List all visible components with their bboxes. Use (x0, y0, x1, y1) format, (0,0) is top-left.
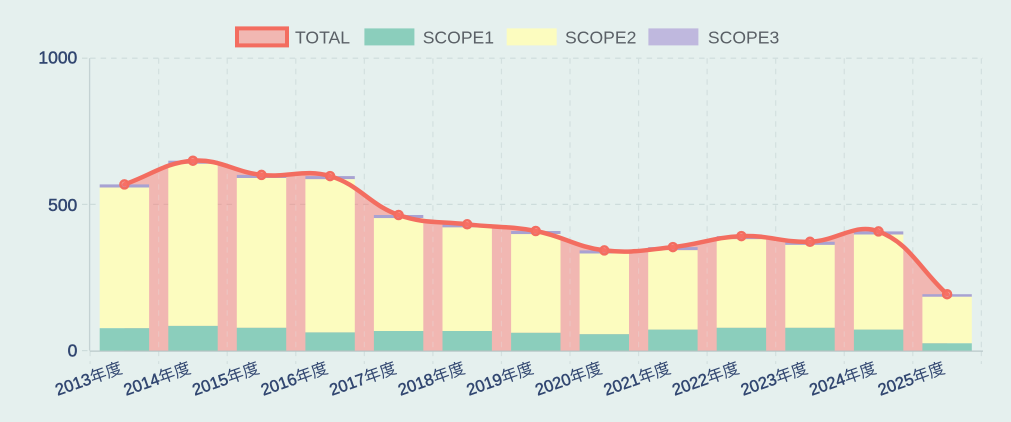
svg-text:SCOPE2: SCOPE2 (565, 27, 636, 47)
svg-text:SCOPE1: SCOPE1 (423, 27, 494, 47)
svg-text:0: 0 (68, 341, 78, 361)
svg-text:TOTAL: TOTAL (295, 27, 350, 47)
svg-text:SCOPE3: SCOPE3 (708, 27, 780, 47)
svg-text:1000: 1000 (38, 47, 77, 67)
svg-text:500: 500 (48, 195, 77, 215)
